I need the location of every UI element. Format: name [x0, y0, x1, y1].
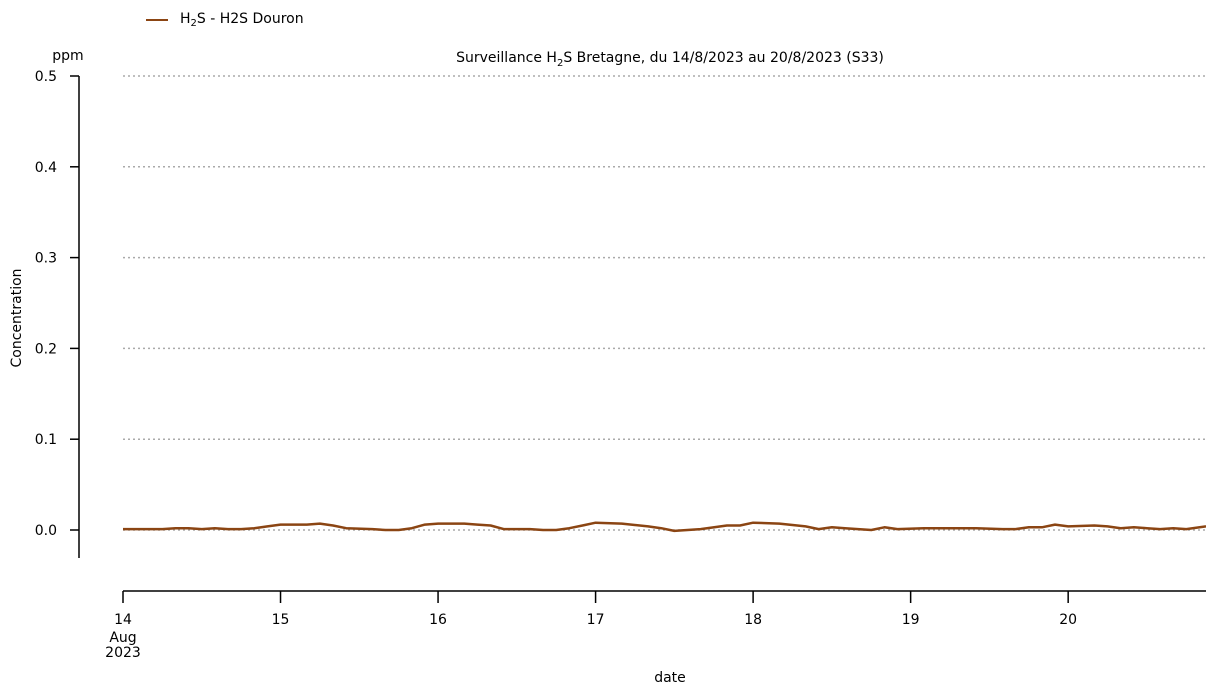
y-axis-label: Concentration — [9, 268, 25, 367]
legend-line-swatch — [146, 19, 168, 21]
chart-title: Surveillance H2S Bretagne, du 14/8/2023 … — [456, 50, 884, 69]
x-tick-label: 18 — [744, 612, 762, 628]
x-tick-label: 15 — [272, 612, 290, 628]
legend-suffix: S - H2S Douron — [196, 11, 304, 27]
legend: H2S - H2S Douron — [146, 11, 304, 29]
x-tick-label: 19 — [902, 612, 920, 628]
series-line — [123, 521, 1206, 533]
chart-title-suffix: S Bretagne, du 14/8/2023 au 20/8/2023 (S… — [563, 50, 884, 66]
x-tick-label: 16 — [429, 612, 447, 628]
x-tick-label: 20 — [1059, 612, 1077, 628]
legend-prefix: H — [180, 11, 191, 27]
x-tick-label: 14 — [114, 612, 132, 628]
x-tick-sublabel: Aug — [109, 630, 136, 646]
axes — [78, 76, 1206, 592]
y-tick-label: 0.2 — [35, 341, 57, 357]
legend-subscript: 2 — [190, 18, 197, 29]
y-ticks: 0.0 0.1 0.2 0.3 0.4 0.5 — [35, 69, 79, 539]
y-tick-label: 0.3 — [35, 251, 57, 267]
x-axis-label: date — [654, 670, 686, 684]
y-unit-label: ppm — [52, 48, 83, 64]
y-tick-label: 0.0 — [35, 523, 57, 539]
legend-label: H2S - H2S Douron — [180, 11, 304, 29]
chart-title-subscript: 2 — [557, 58, 563, 69]
gridlines — [123, 75, 1206, 531]
y-tick-label: 0.5 — [35, 69, 57, 85]
x-tick-sublabel: 2023 — [105, 645, 141, 661]
chart-title-prefix: Surveillance H — [456, 50, 557, 66]
series-layer — [123, 521, 1206, 533]
y-tick-label: 0.4 — [35, 160, 57, 176]
x-tick-label: 17 — [587, 612, 605, 628]
y-tick-label: 0.1 — [35, 432, 57, 448]
